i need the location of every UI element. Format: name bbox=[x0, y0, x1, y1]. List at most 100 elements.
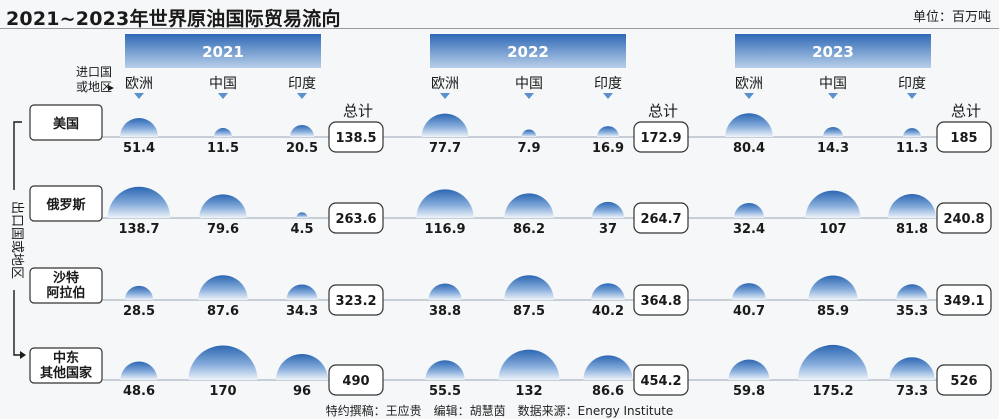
page-title: 2021~2023年世界原油国际贸易流向 bbox=[6, 8, 341, 30]
value-dome bbox=[120, 361, 158, 380]
value-label: 80.4 bbox=[733, 141, 765, 156]
value-label: 59.8 bbox=[733, 384, 765, 399]
value-label: 81.8 bbox=[896, 222, 928, 237]
down-arrow-icon bbox=[134, 93, 144, 99]
value-label: 55.5 bbox=[429, 384, 461, 399]
value-dome bbox=[805, 190, 861, 218]
unit-label: 单位：百万吨 bbox=[912, 10, 991, 25]
total-value: 454.2 bbox=[640, 374, 681, 389]
exporter-label-box bbox=[29, 104, 103, 141]
value-label: 48.6 bbox=[123, 384, 155, 399]
total-value: 264.7 bbox=[640, 212, 681, 227]
year-label-2021: 2021 bbox=[202, 43, 244, 61]
source-credit: 特约撰稿：王应贵 编辑：胡慧茵 数据来源：Energy Institute bbox=[325, 404, 674, 418]
total-header: 总计 bbox=[951, 102, 981, 120]
value-label: 87.5 bbox=[513, 304, 545, 319]
importer-label: 印度 bbox=[288, 76, 316, 92]
value-dome bbox=[107, 186, 171, 218]
value-dome bbox=[888, 194, 936, 218]
value-label: 86.6 bbox=[592, 384, 624, 399]
value-dome bbox=[504, 193, 554, 218]
value-dome bbox=[286, 284, 318, 300]
value-dome bbox=[889, 357, 935, 380]
value-label: 132 bbox=[515, 384, 542, 399]
total-value: 526 bbox=[950, 374, 977, 389]
value-label: 87.6 bbox=[207, 304, 239, 319]
value-label: 40.2 bbox=[592, 304, 624, 319]
year-label-2023: 2023 bbox=[812, 43, 854, 61]
value-label: 38.8 bbox=[429, 304, 461, 319]
value-dome bbox=[199, 194, 247, 218]
value-label: 175.2 bbox=[812, 384, 853, 399]
value-dome bbox=[276, 354, 328, 380]
down-arrow-icon bbox=[907, 93, 917, 99]
value-label: 20.5 bbox=[286, 141, 318, 156]
total-box bbox=[936, 284, 992, 316]
value-label: 79.6 bbox=[207, 222, 239, 237]
value-dome bbox=[725, 113, 773, 137]
down-arrow-icon bbox=[218, 93, 228, 99]
importer-label: 中国 bbox=[819, 76, 847, 92]
year-header-bg-2022 bbox=[430, 34, 626, 68]
total-value: 349.1 bbox=[943, 294, 984, 309]
value-label: 86.2 bbox=[513, 222, 545, 237]
importer-label: 中国 bbox=[209, 76, 237, 92]
value-dome bbox=[733, 202, 765, 218]
value-dome bbox=[296, 212, 308, 218]
value-dome bbox=[903, 128, 921, 137]
value-label: 4.5 bbox=[290, 222, 313, 237]
value-dome bbox=[808, 275, 858, 300]
importer-label: 印度 bbox=[594, 76, 622, 92]
total-box bbox=[328, 202, 384, 234]
value-dome bbox=[521, 129, 537, 137]
importer-label: 欧洲 bbox=[735, 76, 763, 92]
value-label: 11.5 bbox=[207, 141, 239, 156]
value-label: 138.7 bbox=[118, 222, 159, 237]
value-label: 14.3 bbox=[817, 141, 849, 156]
year-header-bg-2021 bbox=[125, 34, 321, 68]
down-arrow-icon bbox=[603, 93, 613, 99]
value-label: 32.4 bbox=[733, 222, 765, 237]
importer-label: 欧洲 bbox=[125, 76, 153, 92]
value-dome bbox=[188, 345, 258, 380]
total-value: 490 bbox=[342, 374, 369, 389]
year-label-2022: 2022 bbox=[507, 43, 549, 61]
importer-label: 欧洲 bbox=[431, 76, 459, 92]
export-axis-label: 出口国或地区 bbox=[9, 201, 24, 279]
importer-label: 印度 bbox=[898, 76, 926, 92]
down-arrow-icon bbox=[440, 93, 450, 99]
export-axis-arrow-icon bbox=[20, 351, 26, 359]
value-dome bbox=[583, 355, 633, 380]
value-dome bbox=[597, 126, 619, 137]
value-label: 28.5 bbox=[123, 304, 155, 319]
total-box bbox=[936, 121, 992, 153]
total-box bbox=[328, 364, 384, 396]
total-value: 172.9 bbox=[640, 131, 681, 146]
value-label: 73.3 bbox=[896, 384, 928, 399]
total-box bbox=[633, 121, 689, 153]
value-dome bbox=[124, 285, 154, 300]
exporter-name: 沙特 bbox=[53, 270, 79, 286]
value-dome bbox=[591, 201, 625, 218]
exporter-label-box bbox=[29, 347, 103, 384]
exporter-label-box bbox=[29, 185, 103, 222]
value-dome bbox=[198, 275, 248, 300]
value-label: 116.9 bbox=[424, 222, 465, 237]
value-dome bbox=[822, 127, 844, 137]
value-label: 107 bbox=[819, 222, 846, 237]
exporter-name: 中东 bbox=[53, 350, 79, 366]
importer-label: 中国 bbox=[515, 76, 543, 92]
value-dome bbox=[797, 344, 869, 380]
exporter-name: 其他国家 bbox=[40, 365, 93, 381]
import-axis-arrow-icon bbox=[108, 85, 114, 91]
value-label: 85.9 bbox=[817, 304, 849, 319]
value-dome bbox=[425, 360, 465, 380]
total-value: 364.8 bbox=[640, 294, 681, 309]
value-label: 11.3 bbox=[896, 141, 928, 156]
total-box bbox=[328, 121, 384, 153]
total-header: 总计 bbox=[648, 102, 678, 120]
value-dome bbox=[428, 283, 462, 300]
total-box bbox=[936, 202, 992, 234]
total-box bbox=[328, 284, 384, 316]
